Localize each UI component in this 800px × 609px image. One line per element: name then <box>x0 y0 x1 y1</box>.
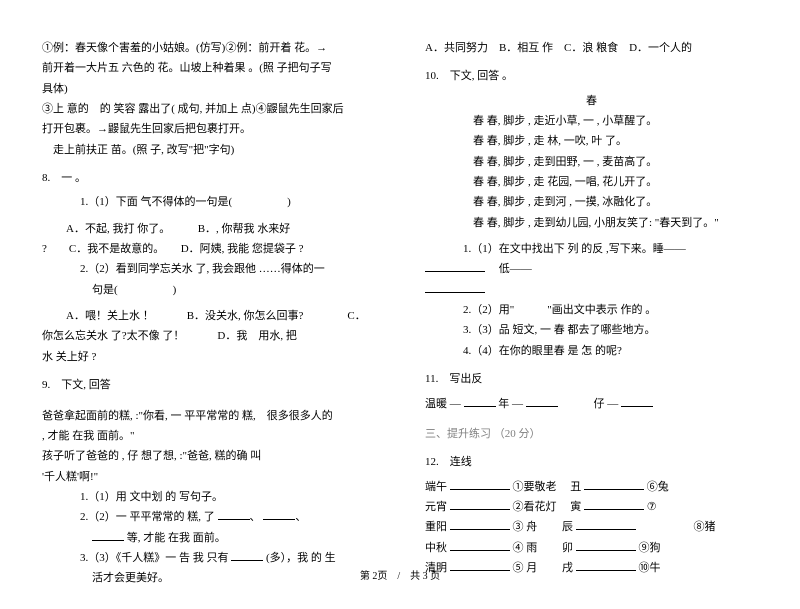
m3a: 重阳 <box>425 521 447 533</box>
q9-sub3: 3.（3）《千人糕》一 告 我 只有 (多），我 的 生 <box>42 548 375 568</box>
para-5: 打开包裹。→鼹鼠先生回家后把包裹打开。 <box>42 119 375 139</box>
q11-b: 年 — <box>498 398 523 410</box>
question-11: 11. 写出反 <box>425 369 758 389</box>
m1a: 端午 <box>425 481 447 493</box>
question-10: 10. 下文, 回答 。 <box>425 66 758 86</box>
page-footer: 第 2页 / 共 3 页 <box>0 567 800 582</box>
m4a: 中秋 <box>425 542 447 554</box>
q8-sub2e: 水 关上好 ? <box>42 347 375 367</box>
poem-line-2: 春 春, 脚步 , 走 林, 一吹, 叶 了。 <box>425 131 758 151</box>
match-row-4: 中秋 ④ 雨 卯 ⑨狗 <box>425 538 758 558</box>
blank <box>425 262 485 273</box>
q10-sub1a: 1.（1）在文中找出下 列 的反 ,写下来。睡—— <box>425 239 758 259</box>
q10-sub1b: 低—— <box>425 259 758 279</box>
poem-line-5: 春 春, 脚步 , 走到河 , 一摸, 冰融化了。 <box>425 192 758 212</box>
blank <box>584 499 644 510</box>
q9-sub3b-text: (多），我 的 生 <box>266 552 336 564</box>
blank <box>464 396 496 407</box>
blank <box>450 540 510 551</box>
q10-blank-row <box>425 280 758 300</box>
q10-sub1b-text: 低—— <box>499 263 532 275</box>
m3c: 辰 <box>562 521 573 533</box>
m4b: ④ 雨 <box>513 542 538 554</box>
blank <box>425 282 485 293</box>
blank <box>450 479 510 490</box>
m4d: ⑨狗 <box>639 542 661 554</box>
para-4: ③上 意的 的 笑容 露出了( 成句, 并加上 点)④鼹鼠先生回家后 <box>42 99 375 119</box>
question-9: 9. 下文, 回答 <box>42 375 375 395</box>
q8-sub1-opts-b: ? C．我不是故意的。 D．阿姨, 我能 您提袋子 ? <box>42 239 375 259</box>
q8-sub2: 2.（2）看到同学忘关水 了, 我会跟他 ……得体的一 <box>42 259 375 279</box>
blank <box>576 540 636 551</box>
q9-sub2-text: 2.（2）一 平平常常的 糕, 了 <box>80 511 215 523</box>
q9-p4: '千人糕'啊!" <box>42 467 375 487</box>
q8-sub2d: 你怎么忘关水 了?太不像 了！ D．我 用水, 把 <box>42 326 375 346</box>
blank <box>231 550 263 561</box>
poem-title: 春 <box>425 91 758 111</box>
para-1: ①例：春天像个害羞的小姑娘。(仿写)②例：前开着 花。→ <box>42 38 375 58</box>
poem-line-1: 春 春, 脚步 , 走近小草, 一 , 小草醒了。 <box>425 111 758 131</box>
q11-a: 温暖 — <box>425 398 461 410</box>
m3b: ③ 舟 <box>513 521 538 533</box>
q9-p1: 爸爸拿起面前的糕, :"你看, 一 平平常常的 糕, 很多很多人的 <box>42 406 375 426</box>
m2a: 元宵 <box>425 501 447 513</box>
q11-line: 温暖 — 年 — 仔 — <box>425 394 758 414</box>
q10-sub4: 4.（4）在你的眼里春 是 怎 的呢? <box>425 341 758 361</box>
q8-sub1-opts-a: A．不起, 我打 你了。 B．, 你帮我 水来好 <box>42 219 375 239</box>
section-3-heading: 三、提升练习 （20 分） <box>425 424 758 444</box>
m1d: ⑥兔 <box>647 481 669 493</box>
blank <box>263 509 295 520</box>
m2d: ⑦ <box>647 501 657 513</box>
poem-line-3: 春 春, 脚步 , 走到田野, 一 , 麦苗高了。 <box>425 152 758 172</box>
q9-sub2b: 等, 才能 在我 面前。 <box>42 528 375 548</box>
blank <box>92 530 124 541</box>
blank <box>450 519 510 530</box>
q9-p3: 孩子听了爸爸的 , 仔 想了想, :"爸爸, 糕的确 叫 <box>42 446 375 466</box>
q9-sub3-text: 3.（3）《千人糕》一 告 我 只有 <box>80 552 229 564</box>
q11-c: 仔 — <box>594 398 619 410</box>
q9-sub2b-text: 等, 才能 在我 面前。 <box>127 532 226 544</box>
poem-line-4: 春 春, 脚步 , 走 花园, 一唱, 花儿开了。 <box>425 172 758 192</box>
para-2: 前开着一大片五 六色的 花。山坡上种着果 。(照 子把句子写 <box>42 58 375 78</box>
left-column: ①例：春天像个害羞的小姑娘。(仿写)②例：前开着 花。→ 前开着一大片五 六色的… <box>42 38 375 589</box>
m1c: 丑 <box>570 481 581 493</box>
m4c: 卯 <box>562 542 573 554</box>
q9-options: A．共同努力 B．相互 作 C．浪 粮食 D．一个人的 <box>425 38 758 58</box>
q8-sub2b: 句是( ) <box>42 280 375 300</box>
para-6: 走上前扶正 苗。(照 子, 改写"把"字句) <box>42 140 375 160</box>
q10-sub2: 2.（2）用" "画出文中表示 作的 。 <box>425 300 758 320</box>
q8-sub2c: A．喂！关上水 ！ B．没关水, 你怎么回事? C． <box>42 306 375 326</box>
poem-line-6: 春 春, 脚步 , 走到幼儿园, 小朋友笑了: "春天到了。" <box>425 213 758 233</box>
q10-sub3: 3.（3）品 短文, 一 春 都去了哪些地方。 <box>425 320 758 340</box>
blank <box>526 396 558 407</box>
match-row-2: 元宵 ②看花灯 寅 ⑦ <box>425 497 758 517</box>
blank <box>576 519 636 530</box>
para-3: 具体) <box>42 79 375 99</box>
blank <box>218 509 250 520</box>
m2b: ②看花灯 <box>513 501 557 513</box>
m1b: ①要敬老 <box>513 481 557 493</box>
match-row-1: 端午 ①要敬老 丑 ⑥兔 <box>425 477 758 497</box>
blank <box>584 479 644 490</box>
m2c: 寅 <box>570 501 581 513</box>
blank <box>621 396 653 407</box>
question-8: 8. 一 。 <box>42 168 375 188</box>
question-12: 12. 连线 <box>425 452 758 472</box>
right-column: A．共同努力 B．相互 作 C．浪 粮食 D．一个人的 10. 下文, 回答 。… <box>425 38 758 589</box>
m3d: ⑧猪 <box>694 521 716 533</box>
match-row-3: 重阳 ③ 舟 辰 ⑧猪 <box>425 517 758 537</box>
q9-sub2: 2.（2）一 平平常常的 糕, 了 、 、 <box>42 507 375 527</box>
q9-sub1: 1.（1）用 文中划 的 写句子。 <box>42 487 375 507</box>
q9-p2: , 才能 在我 面前。" <box>42 426 375 446</box>
page-container: ①例：春天像个害羞的小姑娘。(仿写)②例：前开着 花。→ 前开着一大片五 六色的… <box>0 0 800 609</box>
blank <box>450 499 510 510</box>
q8-sub1: 1.（1）下面 气不得体的一句是( ) <box>42 192 375 212</box>
